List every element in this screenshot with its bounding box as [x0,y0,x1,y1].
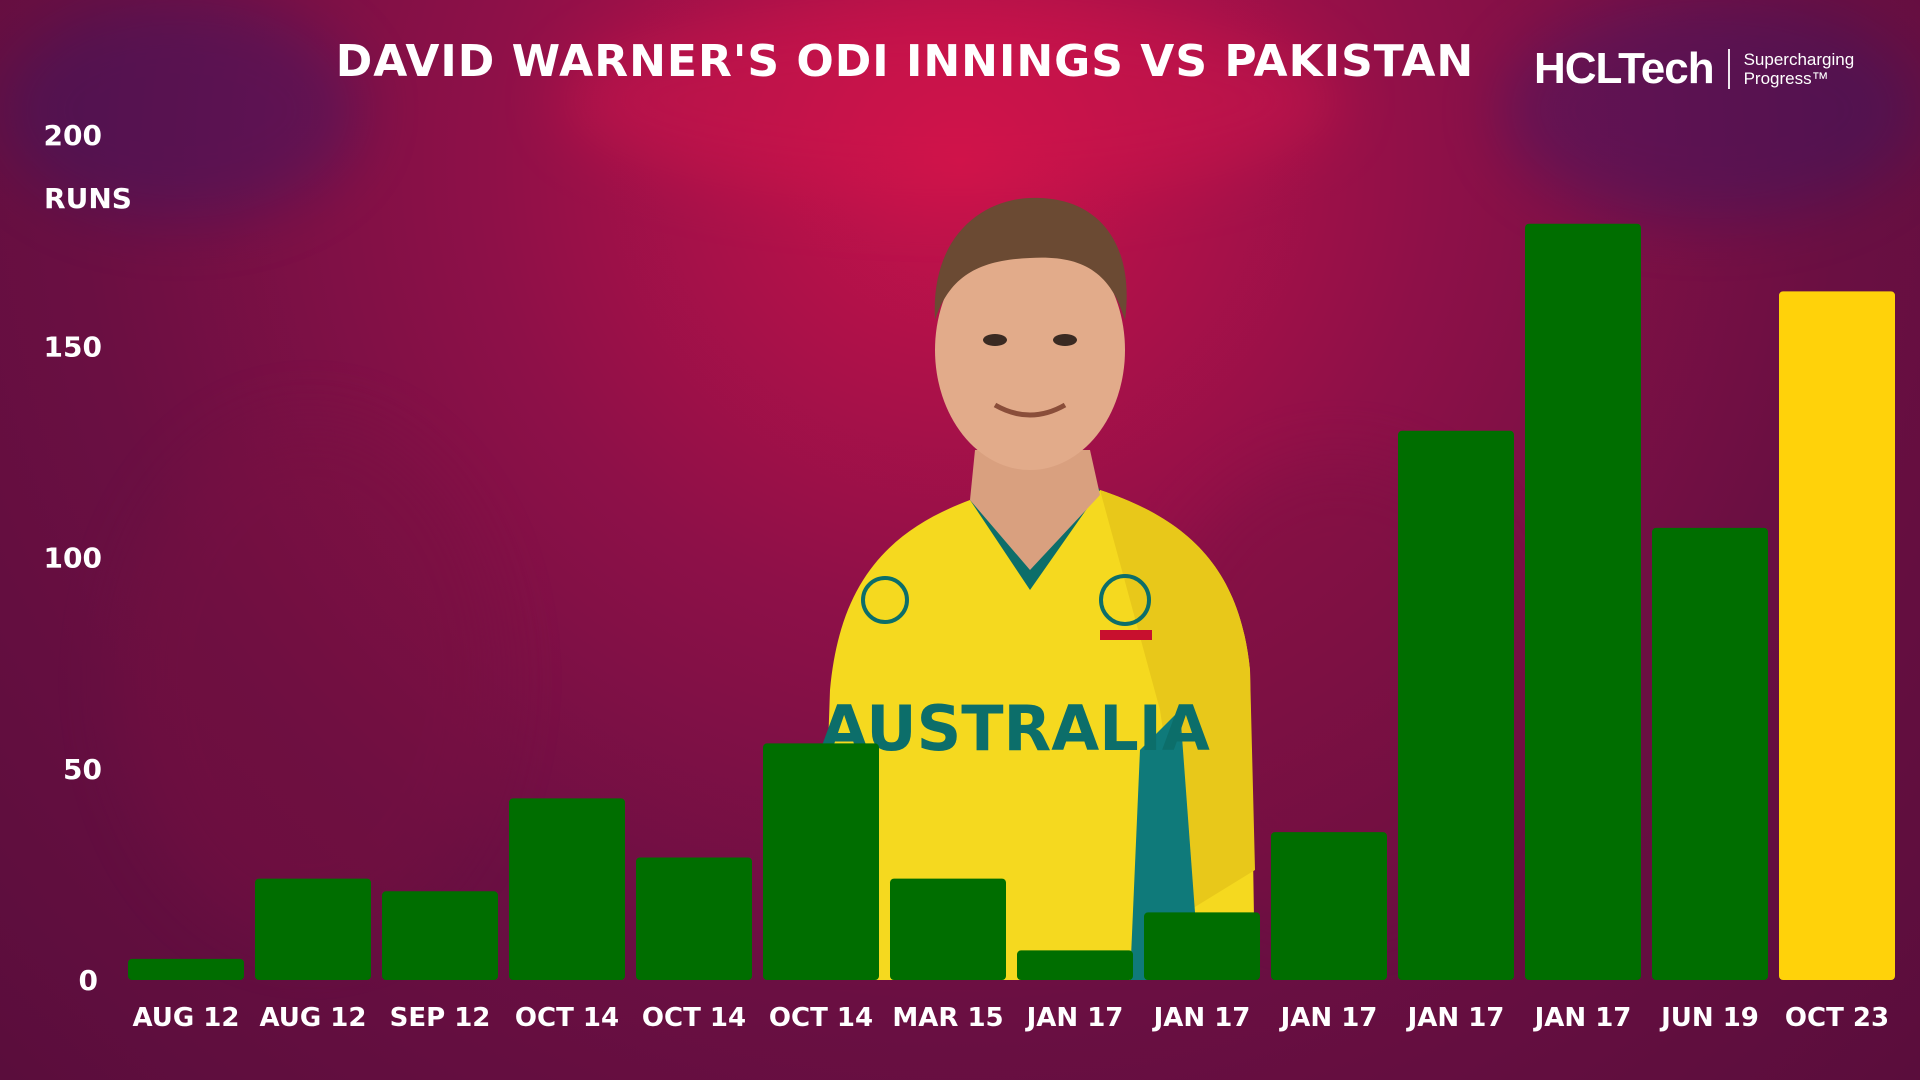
brand-logo: HCLTech Supercharging Progress™ [1534,44,1884,94]
bar [1779,291,1895,980]
y-axis: RUNS 0 50 100 150 200 [44,119,132,997]
bar [1652,527,1768,980]
y-axis-label: RUNS [44,182,132,215]
x-axis-tick-label: JAN 17 [1533,1003,1632,1033]
x-axis-tick-label: AUG 12 [132,1003,239,1033]
bar [509,798,625,980]
y-axis-tick-label: 50 [63,753,102,786]
background-blob [1500,0,1920,220]
x-axis-tick-label: OCT 14 [642,1003,746,1033]
x-axis-tick-label: SEP 12 [390,1003,491,1033]
x-axis-tick-label: JAN 17 [1025,1003,1124,1033]
background-blob [560,0,1340,200]
bar [636,857,752,980]
bar [255,878,371,980]
bar [1144,912,1260,980]
x-axis-tick-label: OCT 14 [515,1003,619,1033]
y-axis-tick-label: 100 [44,542,102,575]
x-axis-tick-label: OCT 23 [1785,1003,1889,1033]
jersey-text: AUSTRALIA [820,692,1210,765]
x-axis-tick-label: AUG 12 [259,1003,366,1033]
bar [382,891,498,980]
bar [1017,950,1133,980]
brand-tagline: Supercharging Progress™ [1743,50,1855,88]
x-axis-tick-label: OCT 14 [769,1003,873,1033]
background-blob [0,0,360,220]
bars [128,223,1895,981]
y-axis-tick-label: 0 [79,964,98,997]
background-blob [120,420,500,940]
y-axis-tick-label: 150 [44,330,102,363]
bar [890,878,1006,980]
x-axis-tick-label: JUN 19 [1659,1003,1759,1033]
bar [1398,430,1514,980]
brand-name: HCLTech [1534,44,1715,93]
x-axis-tick-label: JAN 17 [1152,1003,1251,1033]
bar [1525,223,1641,981]
bar [763,743,879,980]
y-axis-tick-label: 200 [44,119,102,152]
x-axis-tick-label: MAR 15 [892,1003,1003,1033]
bar [1271,832,1387,980]
x-axis-tick-label: JAN 17 [1279,1003,1378,1033]
x-axis-tick-labels: AUG 12 AUG 12 SEP 12 OCT 14 OCT 14 OCT 14 MAR … [132,1003,1889,1033]
x-axis-tick-label: JAN 17 [1406,1003,1505,1033]
chart-title: DAVID WARNER'S ODI INNINGS VS PAKISTAN [335,36,1475,87]
bar [128,958,244,980]
brand-divider [1727,49,1730,89]
